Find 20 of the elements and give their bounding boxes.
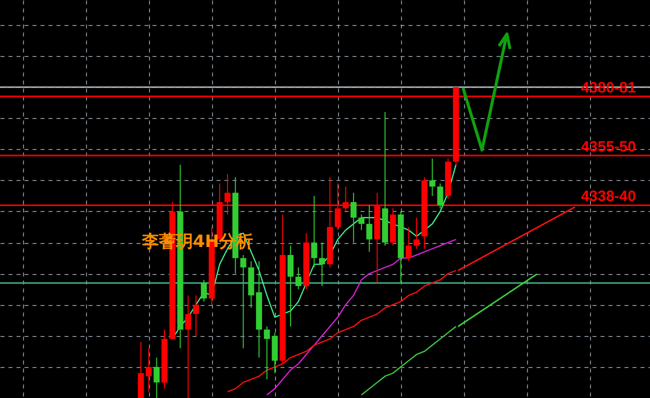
candlestick	[358, 214, 364, 231]
candlestick	[200, 279, 207, 302]
candlestick	[406, 226, 412, 262]
annotation: 4338-40	[580, 188, 636, 206]
candlestick	[366, 204, 372, 252]
candlestick	[240, 254, 246, 349]
candlestick	[154, 357, 160, 398]
candlestick	[295, 266, 302, 290]
candlestick	[146, 348, 152, 392]
annotation: 4355-50	[580, 138, 636, 156]
candlestick	[429, 158, 436, 196]
candlestick	[193, 294, 200, 336]
candlestick	[288, 245, 294, 327]
candlestick	[319, 242, 326, 287]
candlestick	[185, 294, 192, 398]
candlestick	[311, 195, 318, 268]
candlestick	[264, 326, 270, 380]
candlestick	[437, 182, 444, 209]
candlestick	[414, 217, 420, 250]
candlestick	[350, 192, 357, 244]
